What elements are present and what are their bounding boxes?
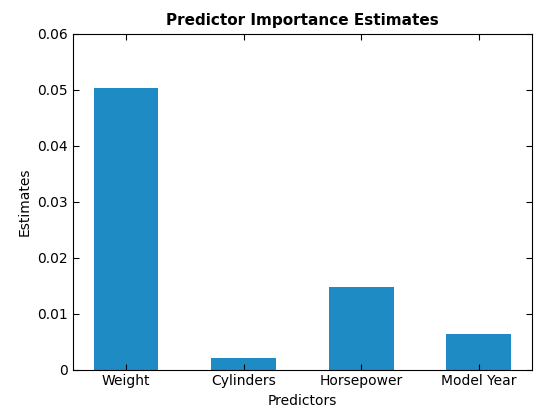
Y-axis label: Estimates: Estimates — [17, 167, 31, 236]
X-axis label: Predictors: Predictors — [268, 394, 337, 408]
Title: Predictor Importance Estimates: Predictor Importance Estimates — [166, 13, 439, 28]
Bar — [94, 88, 158, 370]
Bar — [329, 287, 394, 370]
Bar — [211, 358, 276, 370]
Bar — [446, 334, 511, 370]
